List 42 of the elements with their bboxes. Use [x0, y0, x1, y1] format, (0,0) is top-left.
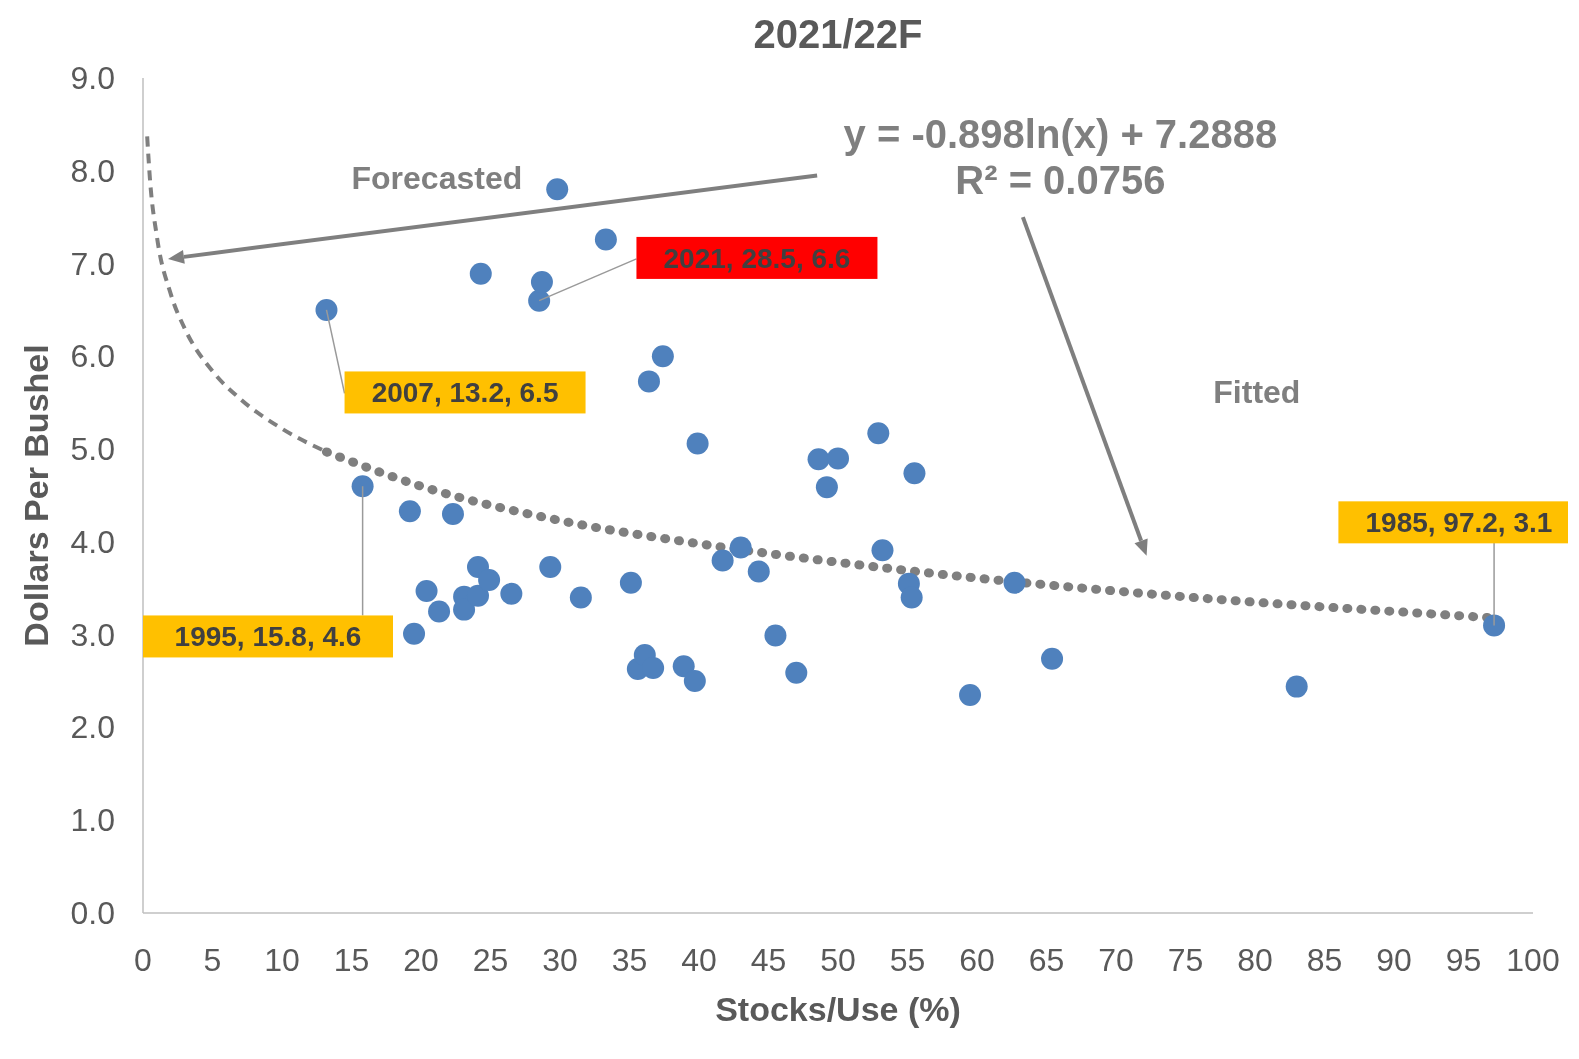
x-tick-label: 20	[403, 942, 439, 978]
x-axis-title: Stocks/Use (%)	[715, 990, 961, 1028]
x-tick-label: 85	[1306, 942, 1343, 978]
annotation: y = -0.898ln(x) + 7.2888	[843, 111, 1278, 156]
y-tick-label: 4.0	[70, 523, 115, 560]
y-tick-label: 9.0	[70, 60, 115, 96]
y-tick-label: 7.0	[70, 245, 115, 282]
x-tick-label: 90	[1376, 942, 1412, 978]
x-tick-label: 60	[959, 942, 995, 978]
x-tick-label: 45	[750, 942, 787, 978]
annotation: Forecasted	[351, 160, 523, 197]
x-tick-label: 75	[1167, 942, 1204, 978]
annotation: R² = 0.0756	[955, 157, 1166, 202]
x-tick-label: 10	[264, 942, 300, 978]
annotation: 1995, 15.8, 4.6	[174, 621, 362, 653]
x-tick-label: 95	[1445, 942, 1482, 978]
annotation: 2007, 13.2, 6.5	[371, 377, 559, 409]
annotation: 2021, 28.5, 6.6	[663, 242, 851, 274]
x-tick-label: 25	[472, 942, 509, 978]
y-tick-label: 6.0	[70, 338, 115, 375]
annotation: 1985, 97.2, 3.1	[1365, 507, 1553, 539]
y-tick-label: 0.0	[70, 895, 115, 931]
y-tick-label: 8.0	[70, 152, 115, 189]
x-tick-label: 40	[681, 942, 717, 978]
x-tick-label: 35	[611, 942, 648, 978]
x-tick-label: 15	[333, 942, 370, 978]
annotation: Fitted	[1213, 373, 1301, 410]
x-tick-label: 65	[1028, 942, 1065, 978]
x-tick-label: 5	[203, 942, 222, 978]
x-tick-label: 80	[1237, 942, 1273, 978]
x-tick-label: 70	[1098, 942, 1134, 978]
y-axis-title: Dollars Per Bushel	[17, 344, 55, 647]
x-tick-label: 30	[542, 942, 578, 978]
y-tick-label: 3.0	[70, 616, 115, 653]
chart-title: 2021/22F	[753, 12, 923, 56]
x-tick-label: 50	[820, 942, 856, 978]
y-tick-label: 2.0	[70, 709, 115, 746]
x-tick-label: 100	[1506, 942, 1560, 978]
x-tick-label: 55	[889, 942, 926, 978]
y-tick-label: 1.0	[70, 802, 115, 839]
y-tick-label: 5.0	[70, 431, 115, 468]
x-tick-label: 0	[134, 942, 152, 978]
